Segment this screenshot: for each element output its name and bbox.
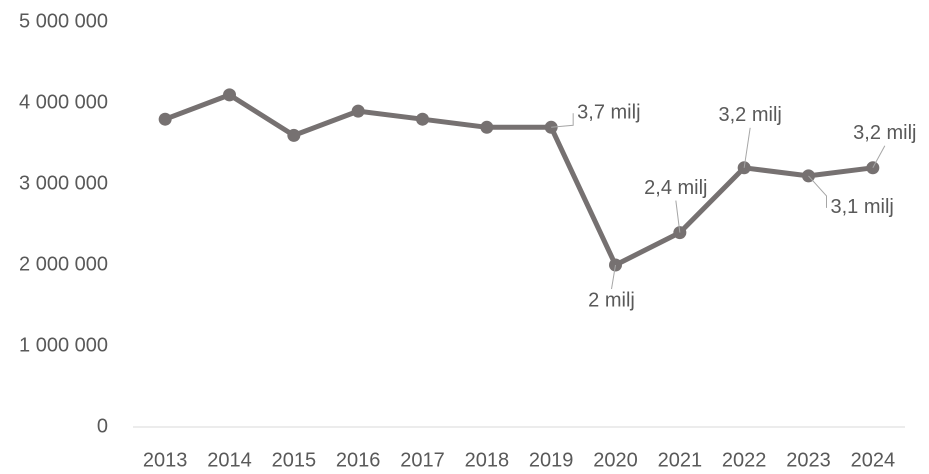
data-label: 2 milj (588, 289, 635, 311)
x-tick-label: 2016 (336, 449, 381, 471)
data-label: 3,2 milj (718, 104, 781, 126)
data-point (158, 112, 172, 126)
data-point (480, 120, 494, 134)
x-tick-label: 2015 (272, 449, 317, 471)
x-tick-label: 2022 (722, 449, 767, 471)
leader-line (675, 200, 681, 233)
x-tick-label: 2017 (400, 449, 445, 471)
y-tick-label: 0 (97, 415, 108, 437)
leader-line (872, 145, 886, 169)
y-tick-label: 4 000 000 (19, 91, 108, 113)
data-point (287, 128, 301, 142)
leader-line (611, 264, 616, 290)
y-tick-label: 5 000 000 (19, 10, 108, 32)
x-tick-label: 2023 (786, 449, 831, 471)
data-label: 2,4 milj (644, 177, 707, 199)
x-tick-label: 2018 (465, 449, 510, 471)
x-tick-label: 2014 (207, 449, 252, 471)
x-tick-label: 2024 (851, 449, 896, 471)
data-point (416, 112, 429, 126)
x-tick-label: 2019 (529, 449, 574, 471)
data-point (351, 104, 365, 118)
y-tick-label: 1 000 000 (19, 334, 108, 356)
x-tick-label: 2021 (658, 449, 703, 471)
leader-line (808, 175, 827, 208)
x-tick-label: 2020 (593, 449, 638, 471)
data-point (223, 88, 236, 102)
data-line (164, 92, 874, 268)
data-label: 3,7 milj (577, 102, 640, 124)
data-label: 3,1 milj (831, 196, 894, 218)
y-tick-label: 3 000 000 (19, 172, 108, 194)
y-tick-label: 2 000 000 (19, 253, 108, 275)
x-tick-label: 2013 (143, 449, 188, 471)
data-label: 3,2 milj (853, 122, 916, 144)
leader-line (743, 127, 751, 168)
leader-line (551, 113, 574, 128)
